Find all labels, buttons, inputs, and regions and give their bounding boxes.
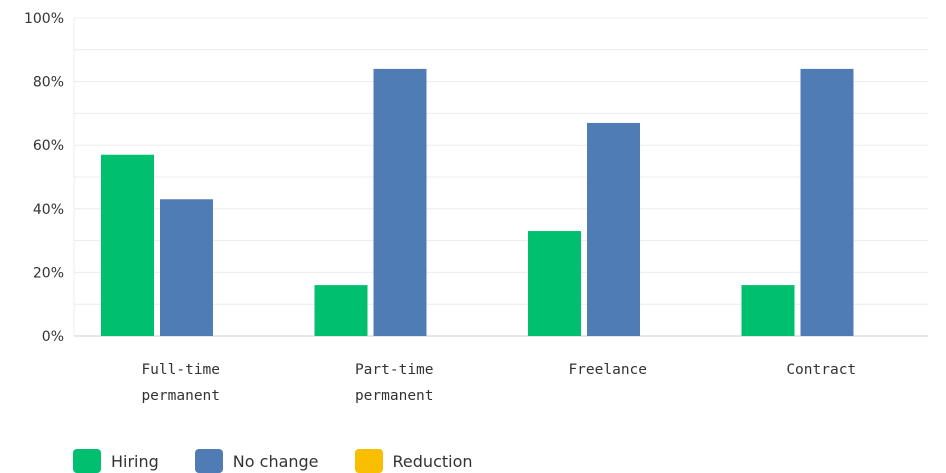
y-axis-ticks: 0% 20% 40% 60% 80% 100% [24,11,64,345]
bar-no-change [800,68,854,336]
bar-no-change [373,68,427,336]
y-tick-label: 0% [42,329,64,345]
bar-no-change [587,122,640,336]
x-axis-categories: Full-time permanent Part-time permanent Free… [141,362,856,404]
legend-item-reduction[interactable]: Reduction [354,449,473,473]
legend-label-hiring: Hiring [111,451,159,471]
x-category-label: Full-time [141,362,220,378]
legend-swatch-hiring [73,449,101,473]
x-category-label: permanent [355,388,434,404]
legend-item-hiring[interactable]: Hiring [73,449,159,473]
legend-swatch-no-change [194,449,223,473]
bar-hiring [314,285,368,336]
legend-item-no-change[interactable]: No change [194,449,319,473]
y-tick-label: 20% [33,265,64,281]
legend-label-no-change: No change [232,451,319,471]
bar-hiring [741,285,795,336]
bars [101,68,854,336]
x-category-label: Contract [786,362,856,378]
bar-no-change [160,199,213,336]
legend-label-reduction: Reduction [392,451,473,471]
legend-swatch-reduction [354,449,383,473]
bar-hiring [101,154,154,336]
y-tick-label: 100% [24,11,64,27]
legend: Hiring No change Reduction [73,449,509,473]
y-tick-label: 80% [33,75,64,91]
gridlines [73,17,928,337]
bar-chart: 0% 20% 40% 60% 80% 100% Full-time permanent Par… [24,11,928,404]
x-category-label: Freelance [568,362,647,378]
bar-hiring [528,231,581,336]
y-tick-label: 60% [33,138,64,154]
y-tick-label: 40% [33,202,64,218]
x-category-label: Part-time [355,362,434,378]
x-category-label: permanent [141,388,220,404]
